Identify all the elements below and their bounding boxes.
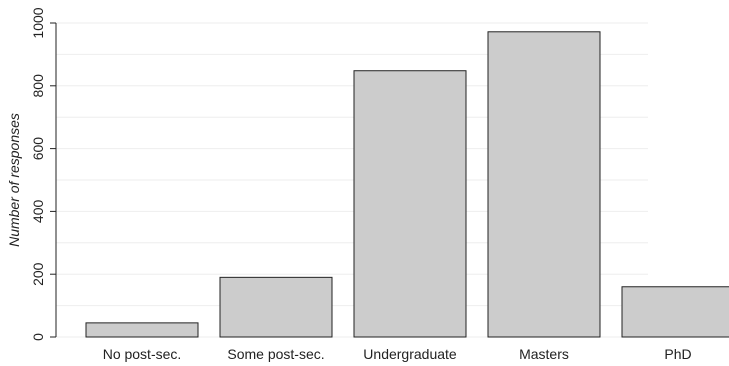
y-tick-label: 800 [30, 74, 46, 98]
x-tick-label: Some post-sec. [227, 346, 324, 362]
y-tick-label: 1000 [30, 7, 46, 38]
bar [353, 70, 467, 338]
x-tick-labels: No post-sec. Some post-sec. Undergraduate M… [103, 346, 692, 362]
x-tick-label: No post-sec. [103, 346, 182, 362]
y-tick-labels: 0 200 400 600 800 1000 [30, 7, 46, 341]
bar [621, 286, 729, 338]
x-tick-label: PhD [664, 346, 691, 362]
bar [219, 276, 333, 338]
y-axis [50, 22, 57, 338]
x-tick-label: Undergraduate [363, 346, 457, 362]
y-tick-label: 600 [30, 137, 46, 161]
y-tick-label: 400 [30, 200, 46, 224]
x-tick-label: Masters [519, 346, 569, 362]
y-tick-label: 0 [30, 333, 46, 341]
y-tick-label: 200 [30, 262, 46, 286]
bar [85, 322, 199, 338]
bars [85, 31, 729, 338]
y-axis-title: Number of responses [6, 113, 22, 247]
bar [487, 31, 601, 338]
